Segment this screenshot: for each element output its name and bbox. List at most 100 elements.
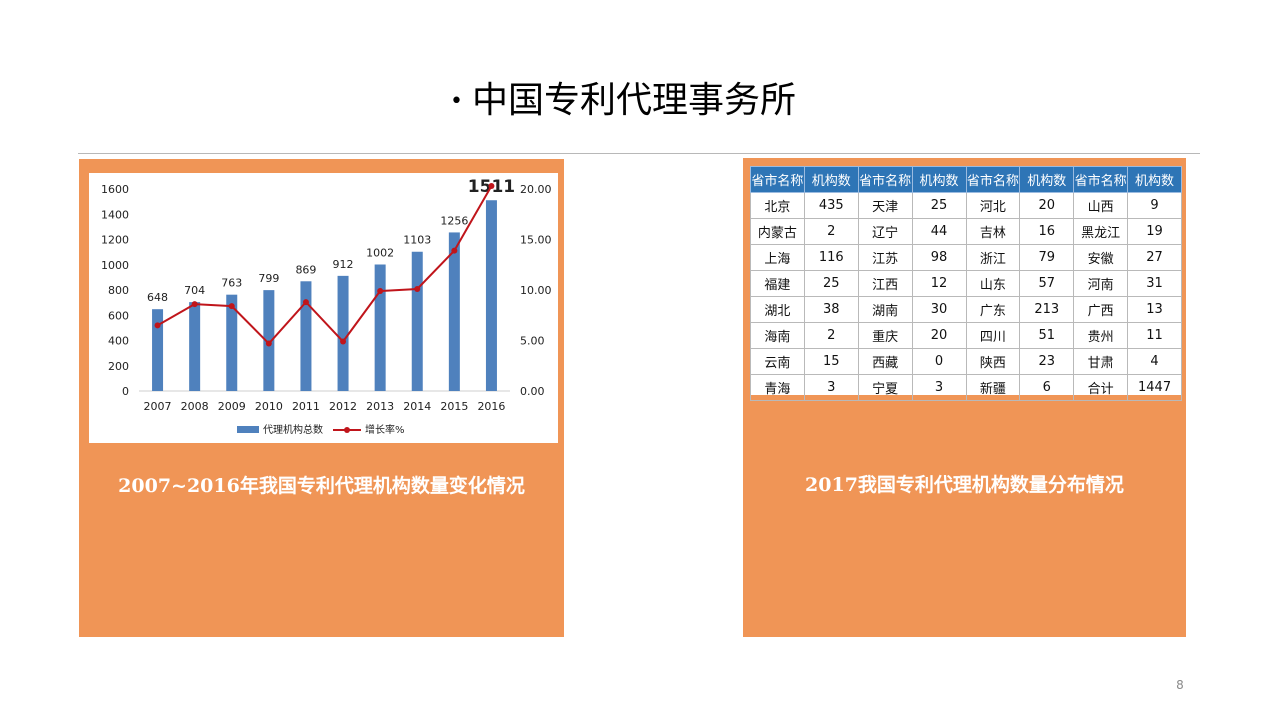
- slide-title-text: 中国专利代理事务所: [472, 80, 797, 121]
- table-cell: 安徽: [1073, 244, 1129, 271]
- table-header-cell: 机构数: [1127, 166, 1182, 193]
- table-header-row: 省市名称 机构数 省市名称 机构数 省市名称 机构数 省市名称 机构数: [750, 166, 1182, 193]
- table-cell: 内蒙古: [750, 218, 805, 245]
- table-cell: 黑龙江: [1073, 218, 1129, 245]
- y-left-tick-label: 0: [122, 385, 129, 398]
- table-row: 上海 116 江苏 98 浙江 79 安徽 27: [750, 244, 1182, 271]
- legend-bar-label: 代理机构总数: [263, 423, 323, 436]
- table-cell: 吉林: [965, 218, 1021, 245]
- table-cell: 79: [1019, 244, 1075, 271]
- table-cell: 合计: [1073, 374, 1129, 401]
- bullet-icon: •: [450, 89, 463, 114]
- y-right-tick-label: 0.00: [520, 385, 545, 398]
- x-tick-label: 2010: [255, 400, 283, 413]
- table-row: 青海 3 宁夏 3 新疆 6 合计 1447: [750, 374, 1182, 401]
- table-cell: 上海: [750, 244, 805, 271]
- y-left-tick-label: 400: [108, 335, 129, 348]
- table-cell: 11: [1127, 322, 1182, 349]
- table-cell: 2: [803, 218, 859, 245]
- bar: [337, 275, 349, 391]
- table-cell: 20: [911, 322, 967, 349]
- right-caption: 2017我国专利代理机构数量分布情况: [805, 474, 1124, 496]
- table-cell: 3: [803, 374, 859, 401]
- table-cell: 3: [911, 374, 967, 401]
- table-cell: 20: [1019, 192, 1075, 219]
- table-cell: 甘肃: [1073, 348, 1129, 375]
- x-tick-label: 2009: [218, 400, 246, 413]
- table-cell: 青海: [750, 374, 805, 401]
- table-cell: 38: [803, 296, 859, 323]
- table-header-cell: 省市名称: [750, 166, 805, 193]
- growth-rate-point: [340, 338, 347, 345]
- table-cell: 江西: [857, 270, 913, 297]
- table-cell: 435: [803, 192, 859, 219]
- table-cell: 6: [1019, 374, 1075, 401]
- growth-rate-point: [302, 299, 309, 306]
- y-left-tick-label: 1200: [101, 234, 129, 247]
- y-left-tick-label: 600: [108, 309, 129, 322]
- table-cell: 4: [1127, 348, 1182, 375]
- x-tick-label: 2013: [366, 400, 394, 413]
- table-row: 海南 2 重庆 20 四川 51 贵州 11: [750, 322, 1182, 349]
- table-cell: 四川: [965, 322, 1021, 349]
- table-cell: 贵州: [1073, 322, 1129, 349]
- growth-rate-point: [265, 340, 272, 347]
- table-cell: 山东: [965, 270, 1021, 297]
- legend-line-label: 增长率%: [365, 423, 405, 436]
- bar-data-label: 763: [221, 277, 242, 290]
- bar: [374, 264, 386, 391]
- y-right-tick-label: 15.00: [520, 234, 552, 247]
- growth-rate-point: [414, 285, 421, 292]
- table-cell: 湖北: [750, 296, 805, 323]
- x-tick-label: 2012: [329, 400, 357, 413]
- table-cell: 44: [911, 218, 967, 245]
- y-left-tick-label: 800: [108, 284, 129, 297]
- table-row: 云南 15 西藏 0 陕西 23 甘肃 4: [750, 348, 1182, 375]
- growth-rate-point: [451, 247, 458, 254]
- table-cell: 13: [1127, 296, 1182, 323]
- y-left-tick-label: 1000: [101, 259, 129, 272]
- table-cell: 天津: [857, 192, 913, 219]
- growth-rate-line: [157, 185, 493, 345]
- table-cell: 51: [1019, 322, 1075, 349]
- table-cell: 15: [803, 348, 859, 375]
- bar: [448, 232, 460, 391]
- table-row: 内蒙古 2 辽宁 44 吉林 16 黑龙江 19: [750, 218, 1182, 245]
- table-cell: 57: [1019, 270, 1075, 297]
- bar-data-label: 912: [333, 258, 354, 271]
- table-header-cell: 省市名称: [965, 166, 1021, 193]
- left-caption: 2007~2016年我国专利代理机构数量变化情况: [118, 475, 525, 497]
- x-tick-label: 2015: [440, 400, 468, 413]
- table-header-cell: 机构数: [911, 166, 967, 193]
- x-tick-label: 2014: [403, 400, 431, 413]
- bar: [300, 281, 312, 391]
- bar-data-label: 869: [295, 263, 316, 276]
- table-cell: 2: [803, 322, 859, 349]
- table-cell: 30: [911, 296, 967, 323]
- distribution-table-container: 省市名称 机构数 省市名称 机构数 省市名称 机构数 省市名称 机构数 北京 435 天津 25 河北…: [750, 166, 1182, 401]
- table-header-cell: 省市名称: [857, 166, 913, 193]
- x-tick-label: 2016: [477, 400, 505, 413]
- table-cell: 25: [803, 270, 859, 297]
- table-cell: 陕西: [965, 348, 1021, 375]
- table-cell: 云南: [750, 348, 805, 375]
- table-cell: 25: [911, 192, 967, 219]
- table-cell: 重庆: [857, 322, 913, 349]
- table-cell: 北京: [750, 192, 805, 219]
- bar: [189, 302, 201, 391]
- bar-data-label: 648: [147, 291, 168, 304]
- table-cell: 27: [1127, 244, 1182, 271]
- table-cell: 16: [1019, 218, 1075, 245]
- table-cell: 浙江: [965, 244, 1021, 271]
- table-cell: 23: [1019, 348, 1075, 375]
- table-cell: 湖南: [857, 296, 913, 323]
- growth-rate-point: [228, 303, 235, 310]
- chart-container: 0 200 400 600 800 1000 1200 1400 1600 0.00 5.00 10.…: [89, 173, 558, 443]
- table-header-cell: 机构数: [1019, 166, 1075, 193]
- bar: [152, 309, 164, 391]
- bar: [411, 251, 423, 391]
- x-tick-label: 2008: [181, 400, 209, 413]
- left-panel: 0 200 400 600 800 1000 1200 1400 1600 0.00 5.00 10.…: [79, 159, 564, 637]
- table-cell: 0: [911, 348, 967, 375]
- y-left-tick-label: 200: [108, 360, 129, 373]
